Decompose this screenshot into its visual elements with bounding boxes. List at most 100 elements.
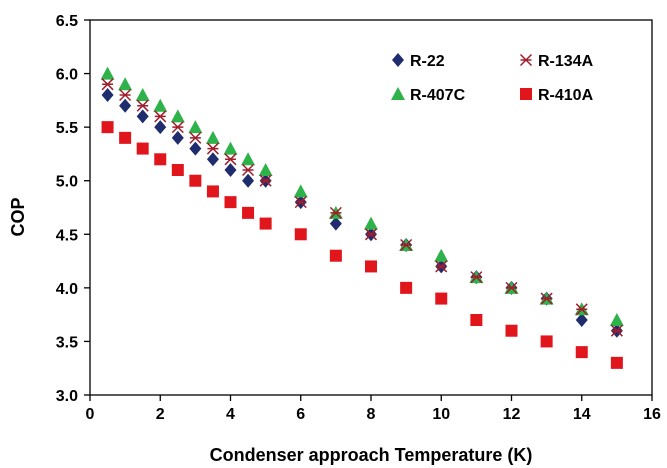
x-tick-label: 10: [432, 406, 450, 423]
data-point: [470, 314, 483, 326]
data-point: [435, 260, 448, 273]
y-tick-label: 5.5: [56, 120, 78, 137]
data-point: [206, 142, 219, 155]
x-tick-label: 4: [226, 406, 235, 423]
data-point: [242, 163, 255, 177]
y-axis-title: COP: [8, 197, 28, 236]
data-point: [575, 346, 588, 359]
data-point: [609, 313, 624, 326]
data-point: [154, 110, 167, 123]
data-point: [119, 131, 132, 144]
legend-marker-r-134a: [519, 53, 533, 67]
data-point: [610, 356, 623, 369]
data-point: [189, 141, 202, 156]
data-point: [136, 109, 149, 124]
data-point: [206, 185, 219, 198]
x-axis-title: Condenser approach Temperature (K): [210, 445, 533, 465]
data-point: [136, 142, 149, 155]
data-points: [100, 66, 624, 369]
legend-label: R-22: [410, 53, 445, 70]
data-point: [188, 120, 203, 134]
data-point: [118, 77, 133, 91]
legend-marker-r-22: [392, 53, 404, 67]
data-point: [610, 324, 623, 337]
x-tick-label: 16: [643, 406, 661, 423]
data-point: [470, 271, 483, 284]
series-r-410a: [101, 121, 623, 369]
data-point: [329, 249, 342, 262]
y-tick-label: 6.5: [56, 13, 78, 30]
legend-label: R-134A: [538, 53, 594, 70]
data-point: [224, 196, 237, 209]
y-tick-label: 4.5: [56, 227, 78, 244]
data-point: [154, 120, 167, 135]
data-point: [242, 206, 255, 219]
data-point: [171, 164, 184, 176]
data-point: [205, 130, 220, 144]
data-point: [258, 163, 273, 176]
data-point: [223, 141, 238, 155]
series-r-407c: [100, 66, 624, 326]
data-point: [153, 98, 168, 112]
legend: R-22 R-134A R-407C R-410A: [391, 53, 594, 104]
data-point: [171, 130, 184, 145]
data-point: [365, 260, 377, 273]
data-point: [189, 131, 202, 144]
data-point: [540, 335, 553, 348]
data-point: [224, 153, 237, 166]
tick-labels: 0 2 4 6 8 10 12 14 16 3.0 3.5 4.0 4.5 5.0 5.5 6.0 6.5: [56, 13, 661, 423]
data-point: [400, 238, 413, 252]
data-point: [101, 121, 114, 134]
data-point: [293, 184, 308, 198]
data-point: [100, 66, 115, 80]
data-point: [241, 152, 256, 166]
data-point: [294, 228, 307, 241]
y-tick-label: 3.5: [56, 334, 78, 351]
y-tick-label: 4.0: [56, 281, 78, 298]
data-point: [400, 281, 413, 294]
data-point: [434, 248, 449, 262]
y-tick-label: 6.0: [56, 67, 78, 84]
data-point: [294, 196, 307, 209]
x-tick-label: 0: [86, 406, 95, 423]
legend-label: R-407C: [410, 87, 466, 104]
axes: [84, 19, 653, 401]
x-tick-label: 8: [367, 406, 376, 423]
data-point: [435, 292, 448, 305]
data-point: [189, 174, 202, 187]
legend-label: R-410A: [538, 87, 594, 104]
data-point: [364, 216, 378, 230]
data-point: [505, 324, 518, 337]
data-point: [259, 217, 272, 230]
data-point: [101, 78, 114, 91]
data-point: [224, 163, 237, 177]
data-point: [206, 152, 219, 167]
data-point: [259, 174, 272, 187]
data-point: [329, 206, 342, 219]
data-point: [242, 173, 255, 188]
data-point: [540, 292, 553, 305]
plot-frame: [89, 19, 653, 396]
data-point: [575, 303, 588, 316]
data-point: [136, 99, 149, 112]
y-tick-label: 5.0: [56, 174, 78, 191]
x-tick-label: 2: [156, 406, 165, 423]
x-tick-label: 14: [573, 406, 591, 423]
data-point: [119, 98, 132, 113]
y-tick-label: 3.0: [56, 388, 78, 405]
data-point: [101, 88, 114, 102]
data-point: [135, 88, 150, 101]
data-point: [170, 109, 185, 123]
data-point: [364, 228, 378, 241]
data-point: [329, 216, 342, 231]
data-point: [505, 281, 518, 294]
data-point: [154, 153, 167, 166]
x-tick-label: 6: [296, 406, 305, 423]
x-tick-label: 12: [503, 406, 521, 423]
legend-marker-r-407c: [391, 87, 405, 100]
series-r-134a: [101, 78, 623, 337]
data-point: [171, 121, 184, 134]
legend-marker-r-410a: [520, 88, 532, 100]
data-point: [119, 88, 132, 102]
